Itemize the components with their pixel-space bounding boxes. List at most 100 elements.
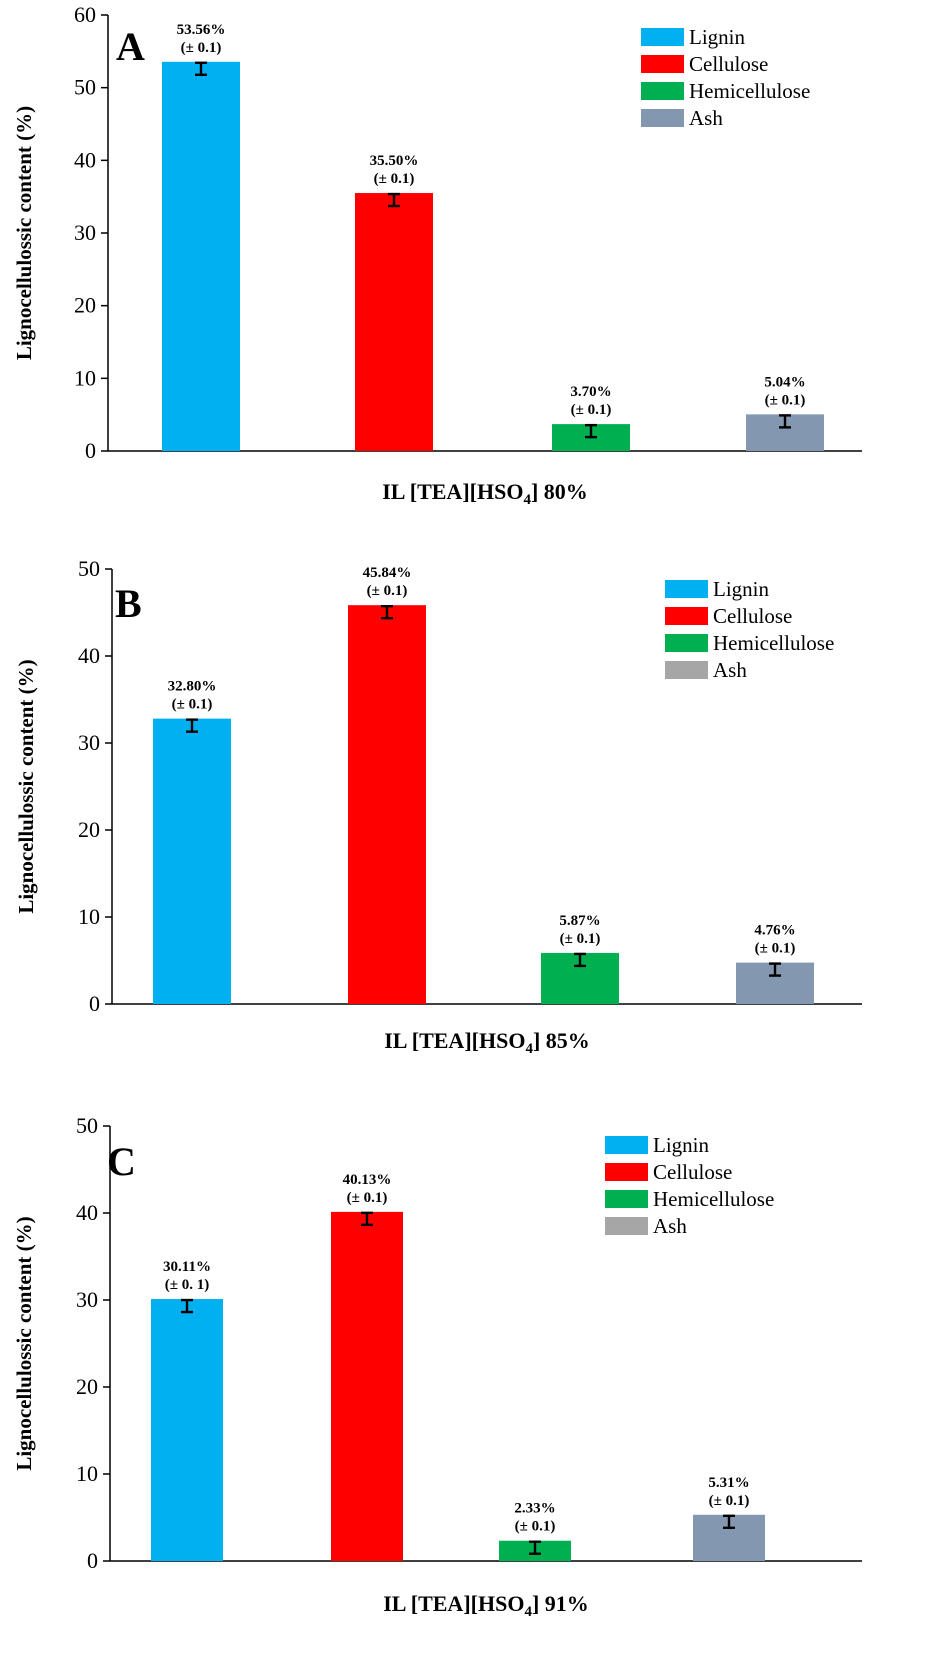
bar-cellulose bbox=[355, 193, 433, 452]
data-label-error: (± 0.1) bbox=[172, 697, 213, 713]
error-bar bbox=[186, 718, 198, 733]
y-axis-title: Lignocellulossic content (%) bbox=[14, 659, 38, 913]
legend-label-lignin: Lignin bbox=[713, 577, 769, 601]
legend-label-hemicellulose: Hemicellulose bbox=[653, 1187, 774, 1211]
error-bar bbox=[181, 1298, 193, 1314]
bar-chart-svg: 0 10 20 30 40 50 Lignocellulossic content (%) C… bbox=[12, 1113, 862, 1620]
legend-label-ash: Ash bbox=[653, 1214, 687, 1238]
data-label-value: 3.70% bbox=[570, 384, 611, 400]
legend-label-cellulose: Cellulose bbox=[713, 604, 792, 628]
legend-label-hemicellulose: Hemicellulose bbox=[689, 79, 810, 103]
y-tick-label: 30 bbox=[78, 730, 100, 755]
error-bar bbox=[381, 604, 393, 620]
legend-swatch-hemicellulose bbox=[641, 82, 684, 100]
chart-panel-b: 0 10 20 30 40 50 Lignocellulossic content (%) B… bbox=[0, 515, 944, 1070]
x-axis-title: IL [TEA][HSO4] 85% bbox=[384, 1028, 590, 1057]
y-axis-title: Lignocellulossic content (%) bbox=[12, 106, 36, 360]
y-tick-label: 50 bbox=[78, 556, 100, 581]
legend-label-lignin: Lignin bbox=[653, 1133, 709, 1157]
data-label-error: (± 0.1) bbox=[374, 171, 415, 187]
chart-panel-a: 0 10 20 30 40 50 60 Lignocellulossic content (%… bbox=[0, 0, 944, 515]
legend: Lignin Cellulose Hemicellulose Ash bbox=[605, 1133, 774, 1238]
bar-cellulose bbox=[348, 605, 426, 1004]
data-label-error: (± 0.1) bbox=[560, 931, 601, 947]
y-tick-label: 30 bbox=[76, 1287, 98, 1312]
legend-swatch-ash bbox=[665, 661, 708, 679]
error-bar bbox=[574, 952, 586, 968]
data-label-value: 40.13% bbox=[343, 1172, 392, 1188]
legend-swatch-cellulose bbox=[665, 607, 708, 625]
error-bar bbox=[769, 962, 781, 977]
x-axis-title: IL [TEA][HSO4] 80% bbox=[382, 479, 588, 508]
data-label-error: (± 0.1) bbox=[709, 1493, 750, 1509]
data-label-value: 35.50% bbox=[370, 153, 419, 169]
data-label-error: (± 0. 1) bbox=[165, 1277, 209, 1293]
data-label-value: 5.31% bbox=[708, 1475, 749, 1491]
panel-letter: B bbox=[115, 581, 142, 626]
error-bar bbox=[585, 423, 597, 439]
y-tick-label: 10 bbox=[74, 365, 96, 390]
data-label-value: 2.33% bbox=[514, 1501, 555, 1517]
y-tick-label: 40 bbox=[78, 643, 100, 668]
panel-letter: C bbox=[107, 1139, 136, 1184]
legend-swatch-cellulose bbox=[605, 1163, 648, 1181]
legend-swatch-hemicellulose bbox=[665, 634, 708, 652]
y-tick-label: 20 bbox=[76, 1374, 98, 1399]
y-tick-label: 40 bbox=[76, 1200, 98, 1225]
x-axis-title: IL [TEA][HSO4] 91% bbox=[383, 1591, 589, 1620]
y-axis-title: Lignocellulossic content (%) bbox=[12, 1216, 36, 1470]
y-tick-label: 20 bbox=[74, 293, 96, 318]
y-tick-label: 40 bbox=[74, 147, 96, 172]
y-tick-label: 20 bbox=[78, 817, 100, 842]
legend-swatch-ash bbox=[605, 1217, 648, 1235]
y-tick-label: 0 bbox=[89, 991, 100, 1016]
bar-lignin bbox=[153, 718, 231, 1004]
data-label-error: (± 0.1) bbox=[181, 40, 222, 56]
legend-swatch-cellulose bbox=[641, 55, 684, 73]
y-tick-label: 60 bbox=[74, 2, 96, 27]
bar-lignin bbox=[162, 61, 240, 451]
error-bar bbox=[388, 192, 400, 208]
legend-label-ash: Ash bbox=[713, 658, 747, 682]
legend-swatch-hemicellulose bbox=[605, 1190, 648, 1208]
data-label-value: 32.80% bbox=[168, 679, 217, 695]
data-label-value: 53.56% bbox=[177, 22, 226, 38]
y-tick-label: 50 bbox=[76, 1113, 98, 1138]
data-label-error: (± 0.1) bbox=[347, 1190, 388, 1206]
legend: Lignin Cellulose Hemicellulose Ash bbox=[641, 25, 810, 130]
data-label-value: 30.11% bbox=[163, 1259, 211, 1275]
legend-swatch-ash bbox=[641, 109, 684, 127]
y-tick-label: 0 bbox=[85, 438, 96, 463]
panel-letter: A bbox=[116, 24, 145, 69]
legend-swatch-lignin bbox=[641, 28, 684, 46]
bar-cellulose bbox=[331, 1211, 403, 1561]
data-label-error: (± 0.1) bbox=[765, 392, 806, 408]
error-bar bbox=[195, 61, 207, 76]
data-label-error: (± 0.1) bbox=[367, 583, 408, 599]
legend-label-hemicellulose: Hemicellulose bbox=[713, 631, 834, 655]
bar-chart-svg: 0 10 20 30 40 50 Lignocellulossic content (%) B… bbox=[14, 556, 862, 1057]
error-bar bbox=[779, 414, 791, 429]
y-tick-label: 0 bbox=[87, 1548, 98, 1573]
chart-panel-c: 0 10 20 30 40 50 Lignocellulossic content (%) C… bbox=[0, 1070, 944, 1670]
y-tick-label: 50 bbox=[74, 75, 96, 100]
error-bar bbox=[361, 1211, 373, 1227]
data-label-value: 5.87% bbox=[559, 913, 600, 929]
data-label-value: 45.84% bbox=[363, 565, 412, 581]
y-tick-label: 10 bbox=[76, 1461, 98, 1486]
legend-label-cellulose: Cellulose bbox=[689, 52, 768, 76]
legend: Lignin Cellulose Hemicellulose Ash bbox=[665, 577, 834, 682]
bar-lignin bbox=[151, 1299, 223, 1561]
y-tick-label: 10 bbox=[78, 904, 100, 929]
legend-swatch-lignin bbox=[605, 1136, 648, 1154]
legend-label-cellulose: Cellulose bbox=[653, 1160, 732, 1184]
data-label-error: (± 0.1) bbox=[571, 402, 612, 418]
error-bar bbox=[529, 1540, 541, 1555]
data-label-error: (± 0.1) bbox=[515, 1519, 556, 1535]
data-label-value: 5.04% bbox=[764, 374, 805, 390]
data-label-error: (± 0.1) bbox=[755, 941, 796, 957]
data-label-value: 4.76% bbox=[754, 923, 795, 939]
legend-label-lignin: Lignin bbox=[689, 25, 745, 49]
bar-chart-svg: 0 10 20 30 40 50 60 Lignocellulossic content (%… bbox=[12, 2, 862, 508]
legend-swatch-lignin bbox=[665, 580, 708, 598]
